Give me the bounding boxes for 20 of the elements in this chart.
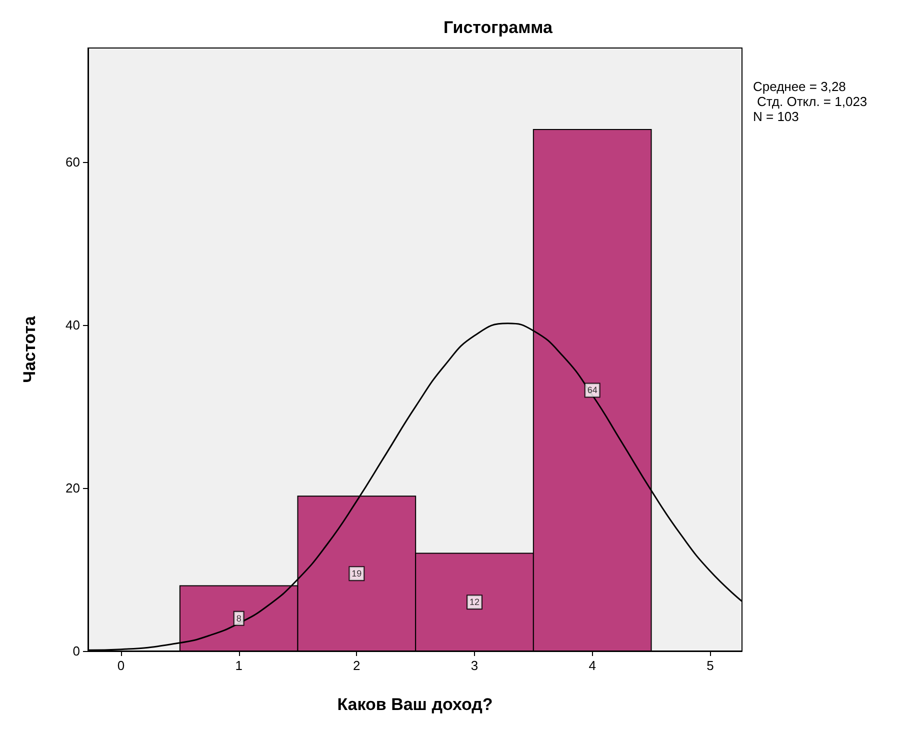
x-tick-label: 1 xyxy=(235,658,242,673)
x-tick-label: 2 xyxy=(353,658,360,673)
x-axis-title: Каков Ваш доход? xyxy=(337,695,493,714)
data-label: 8 xyxy=(236,613,242,624)
y-axis-title: Частота xyxy=(20,316,39,383)
x-tick-label: 4 xyxy=(588,658,596,673)
text: N = 103 xyxy=(753,109,799,124)
chart-title: Гистограмма xyxy=(444,18,553,37)
y-tick-label: 0 xyxy=(72,644,80,658)
data-label: 19 xyxy=(352,568,362,579)
data-label: 12 xyxy=(470,597,480,608)
x-tick-label: 5 xyxy=(706,658,714,673)
x-tick-label: 0 xyxy=(117,658,125,673)
data-label: 64 xyxy=(587,385,598,396)
y-tick-label: 20 xyxy=(66,480,80,496)
x-tick-label: 3 xyxy=(470,658,478,673)
text: Среднее = 3,28 xyxy=(753,79,846,94)
y-tick-label: 40 xyxy=(66,318,80,333)
y-tick-label: 60 xyxy=(66,154,80,170)
text: Стд. Откл. = 1,023 xyxy=(757,94,868,109)
